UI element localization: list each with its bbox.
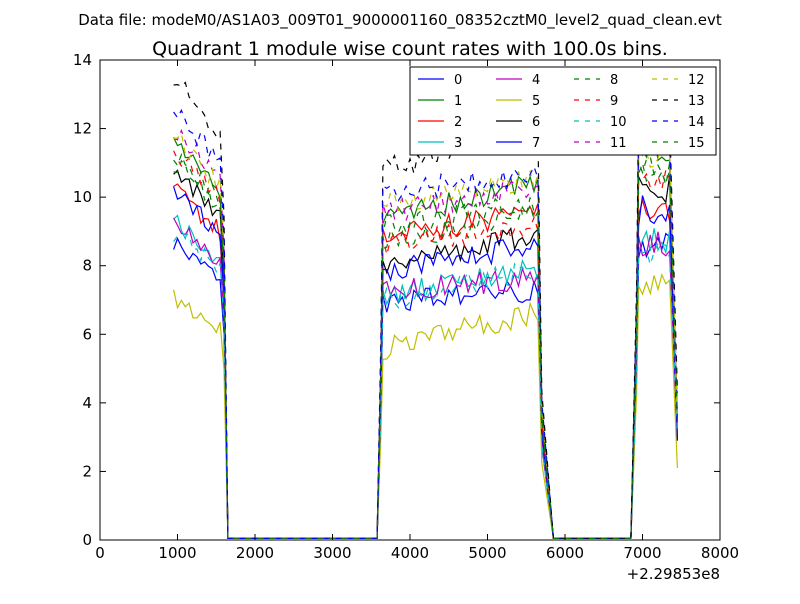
legend-label-15: 15 (688, 136, 705, 151)
y-tick-label: 12 (73, 120, 92, 138)
legend-label-1: 1 (454, 94, 462, 109)
x-tick-label: 6000 (546, 544, 584, 562)
legend-label-0: 0 (454, 73, 462, 88)
series-line-8 (173, 155, 678, 539)
x-tick-label: 7000 (623, 544, 661, 562)
legend-label-2: 2 (454, 115, 462, 130)
legend-label-6: 6 (532, 115, 540, 130)
y-tick-label: 0 (82, 531, 92, 549)
axes: 0 1000 2000 3000 4000 5000 6000 7000 80000246810… (73, 51, 739, 562)
legend-label-10: 10 (610, 115, 627, 130)
series-line-5 (173, 272, 678, 539)
y-tick-label: 14 (73, 51, 92, 69)
legend-label-8: 8 (610, 73, 618, 88)
series-line-3 (173, 214, 678, 539)
legend-label-3: 3 (454, 136, 462, 151)
legend-label-7: 7 (532, 136, 540, 151)
legend-label-9: 9 (610, 94, 618, 109)
series-line-2 (173, 183, 678, 539)
series-line-14 (173, 108, 678, 539)
x-tick-label: 5000 (468, 544, 506, 562)
series-line-15 (173, 152, 678, 539)
series-line-10 (173, 233, 678, 539)
legend-box (409, 66, 717, 156)
legend-label-14: 14 (688, 115, 705, 130)
legend-label-11: 11 (610, 136, 627, 151)
series-line-0 (173, 232, 678, 539)
y-tick-label: 2 (82, 462, 92, 480)
y-tick-label: 8 (82, 257, 92, 275)
series-line-7 (173, 186, 678, 539)
x-tick-label: 1000 (158, 544, 196, 562)
figure-suptitle: Data file: modeM0/AS1A03_009T01_90000011… (78, 11, 722, 30)
legend-label-4: 4 (532, 73, 540, 88)
x-tick-label: 3000 (313, 544, 351, 562)
x-tick-label: 8000 (701, 544, 739, 562)
x-tick-label: 0 (95, 544, 105, 562)
series-line-1 (173, 132, 678, 539)
series-line-6 (173, 169, 678, 539)
series-line-4 (173, 217, 678, 539)
series-line-12 (173, 132, 678, 539)
y-tick-label: 6 (82, 325, 92, 343)
legend-label-13: 13 (688, 94, 705, 109)
x-tick-label: 4000 (391, 544, 429, 562)
chart-title: Quadrant 1 module wise count rates with … (152, 38, 668, 60)
legend-label-12: 12 (688, 73, 705, 88)
x-tick-label: 2000 (236, 544, 274, 562)
x-offset-label: +2.29853e8 (627, 565, 720, 583)
legend-label-5: 5 (532, 94, 540, 109)
y-tick-label: 4 (82, 394, 92, 412)
y-tick-label: 10 (73, 188, 92, 206)
plot-lines (173, 81, 678, 539)
